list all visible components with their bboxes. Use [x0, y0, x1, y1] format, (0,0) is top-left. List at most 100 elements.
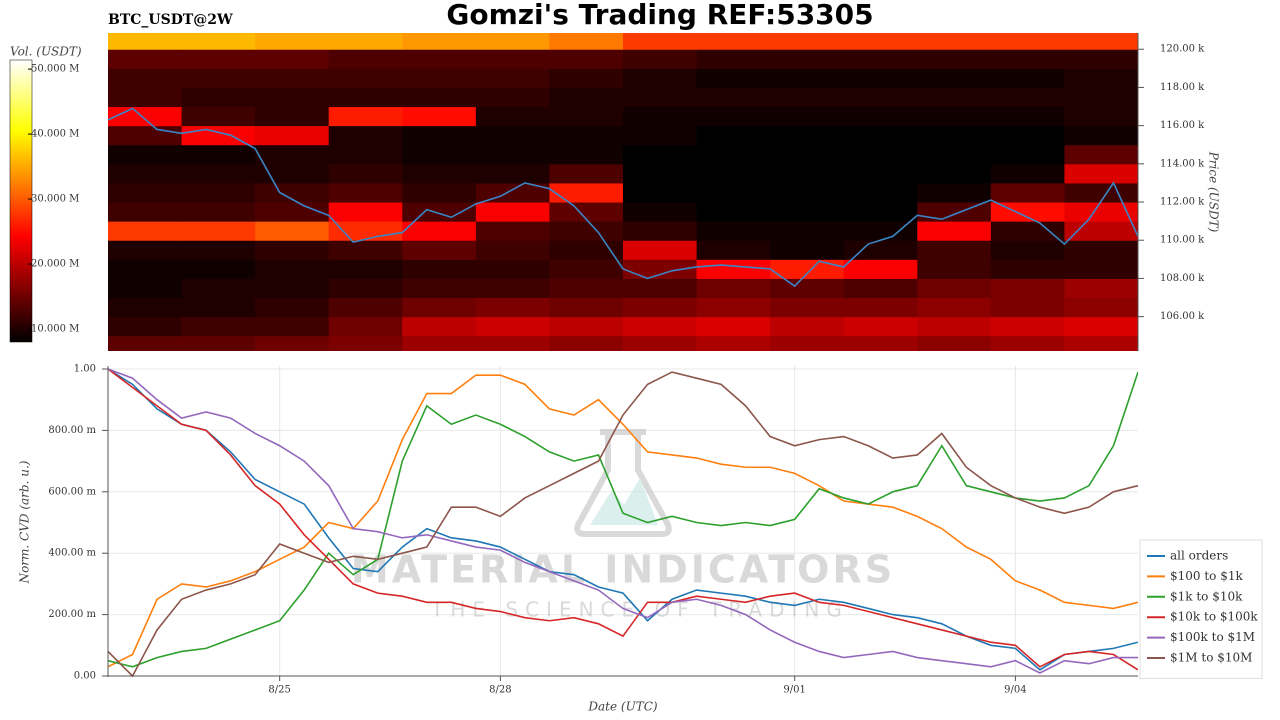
cvd-lines — [108, 368, 1138, 678]
heatmap-cell — [843, 49, 918, 69]
heatmap-cell — [402, 87, 477, 108]
heatmap-cell — [402, 221, 477, 241]
heatmap-cell — [917, 106, 992, 127]
heatmap-cell — [770, 240, 845, 260]
heatmap-cell — [475, 68, 550, 88]
heatmap-cell — [990, 163, 1065, 184]
heatmap-cell — [990, 106, 1065, 127]
heatmap-cell — [696, 221, 771, 241]
heatmap-cell — [475, 202, 550, 222]
heatmap-cell — [917, 335, 992, 351]
heatmap-cell — [917, 278, 992, 299]
heatmap-cell — [990, 144, 1065, 165]
watermark-title: MATERIAL INDICATORS — [351, 548, 895, 592]
colorbar-tick-label: 40.000 M — [31, 129, 79, 140]
legend-label: $1k to $10k — [1170, 589, 1243, 603]
heatmap-cell — [255, 316, 330, 337]
heatmap-cell — [181, 335, 256, 351]
heatmap-cell — [328, 68, 403, 88]
heatmap-cell — [770, 125, 845, 146]
y-tick-label: 600.00 m — [48, 486, 96, 497]
y-tick-label: 0.00 — [74, 671, 96, 682]
heatmap-cell — [843, 221, 918, 241]
heatmap-cell — [696, 182, 771, 203]
heatmap-cell — [917, 182, 992, 203]
heatmap-cell — [623, 221, 698, 241]
heatmap-cell — [181, 240, 256, 260]
heatmap-cell — [255, 259, 330, 279]
heatmap-cell — [843, 278, 918, 299]
cvd-line — [108, 371, 1138, 678]
heatmap-cell — [1064, 68, 1138, 88]
heatmap-cell — [328, 221, 403, 241]
heatmap-cell — [623, 49, 698, 69]
y-tick-label: 112.00 k — [1160, 197, 1205, 208]
heatmap-cell — [108, 335, 183, 351]
heatmap-cell — [181, 259, 256, 279]
heatmap-cell — [549, 144, 624, 165]
heatmap-cell — [843, 240, 918, 260]
heatmap-cell — [181, 106, 256, 127]
heatmap-cell — [696, 316, 771, 337]
heatmap-cell — [108, 49, 183, 69]
heatmap-cell — [623, 33, 698, 50]
heatmap-cell — [1064, 335, 1138, 351]
heatmap-cell — [255, 240, 330, 260]
heatmap-cell — [770, 182, 845, 203]
heatmap-cell — [402, 259, 477, 279]
heatmap-cell — [770, 297, 845, 318]
heatmap-cell — [475, 125, 550, 146]
heatmap-cell — [990, 316, 1065, 337]
heatmap-cell — [328, 163, 403, 184]
legend-label: all orders — [1170, 549, 1228, 563]
heatmap-cell — [917, 259, 992, 279]
heatmap-cell — [108, 202, 183, 222]
heatmap-cell — [475, 278, 550, 299]
heatmap-cell — [402, 240, 477, 260]
heatmap-cell — [328, 335, 403, 351]
heatmap-cell — [770, 49, 845, 69]
heatmap-cell — [549, 87, 624, 108]
heatmap-cell — [181, 221, 256, 241]
heatmap-cell — [696, 259, 771, 279]
heatmap-cell — [696, 297, 771, 318]
colorbar-tick-label: 10.000 M — [31, 324, 79, 335]
heatmap-cell — [475, 259, 550, 279]
heatmap-cell — [549, 297, 624, 318]
heatmap-cell — [770, 335, 845, 351]
heatmap-cell — [990, 278, 1065, 299]
heatmap-cell — [1064, 87, 1138, 108]
heatmap-cell — [181, 49, 256, 69]
heatmap-cell — [108, 278, 183, 299]
chart-subtitle: BTC_USDT@2W — [108, 12, 233, 28]
heatmap-cell — [402, 68, 477, 88]
heatmap — [108, 33, 1138, 351]
y-tick-label: 200.00 m — [48, 609, 96, 620]
heatmap-cell — [181, 33, 256, 50]
heatmap-cell — [770, 144, 845, 165]
heatmap-cell — [1064, 240, 1138, 260]
heatmap-cell — [328, 144, 403, 165]
heatmap-cell — [255, 106, 330, 127]
heatmap-cell — [843, 106, 918, 127]
heatmap-cell — [549, 278, 624, 299]
heatmap-cell — [255, 163, 330, 184]
y-tick-label: 108.00 k — [1160, 273, 1205, 284]
heatmap-cell — [917, 33, 992, 50]
heatmap-cell — [549, 202, 624, 222]
heatmap-cell — [475, 87, 550, 108]
heatmap-cell — [549, 240, 624, 260]
heatmap-cell — [328, 87, 403, 108]
heatmap-cell — [696, 278, 771, 299]
heatmap-cell — [181, 297, 256, 318]
heatmap-cell — [917, 221, 992, 241]
cvd-line — [108, 368, 1138, 671]
heatmap-cell — [108, 240, 183, 260]
x-tick-label: 8/25 — [268, 685, 290, 696]
heatmap-cell — [475, 316, 550, 337]
heatmap-cell — [402, 278, 477, 299]
heatmap-cell — [990, 125, 1065, 146]
heatmap-cell — [549, 163, 624, 184]
cvd-line — [108, 371, 1138, 668]
legend-label: $100k to $1M — [1170, 630, 1255, 644]
